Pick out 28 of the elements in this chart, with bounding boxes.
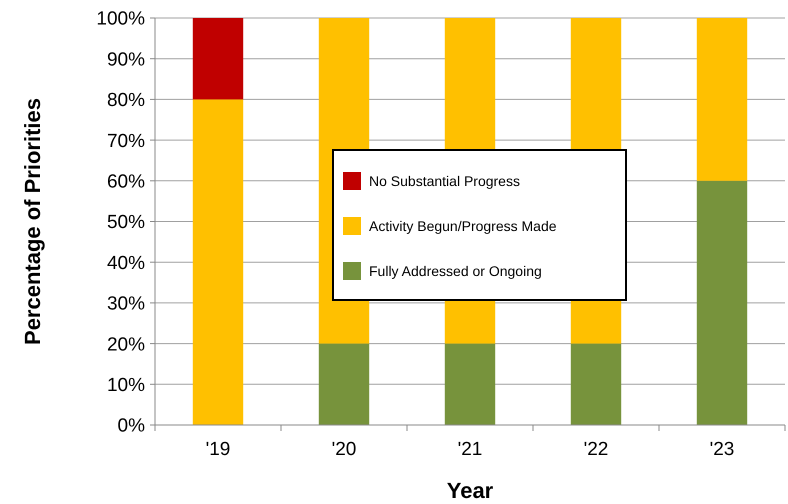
y-tick-label: 40% [106, 252, 146, 274]
y-tick-label: 100% [96, 8, 146, 30]
y-tick-label: 70% [106, 130, 146, 152]
y-tick-label: 20% [106, 334, 146, 356]
legend-label: Activity Begun/Progress Made [369, 218, 557, 234]
y-tick-label: 80% [106, 90, 146, 112]
y-axis-title: Percentage of Priorities [20, 98, 45, 345]
bar [570, 344, 622, 425]
x-tick-label: '22 [584, 439, 608, 460]
legend-label: No Substantial Progress [369, 172, 520, 189]
y-tick-label: 50% [106, 212, 146, 234]
x-tick-label: '21 [458, 439, 482, 460]
y-tick-label: 60% [106, 171, 146, 192]
x-tick-label: '23 [710, 439, 734, 460]
bar [696, 18, 748, 181]
bar [192, 18, 244, 100]
x-tick-label: '19 [206, 439, 230, 460]
y-tick-label: 0% [118, 416, 146, 437]
x-tick-label: '20 [332, 439, 356, 460]
y-tick-label: 10% [106, 374, 146, 396]
bar [444, 344, 496, 425]
y-tick-label: 90% [106, 49, 146, 70]
bar [318, 344, 370, 425]
y-tick-label: 30% [106, 294, 146, 315]
legend-label: Fully Addressed or Ongoing [369, 262, 542, 279]
bar [192, 99, 244, 425]
bar [696, 180, 748, 425]
x-axis-title: Year [446, 478, 494, 503]
